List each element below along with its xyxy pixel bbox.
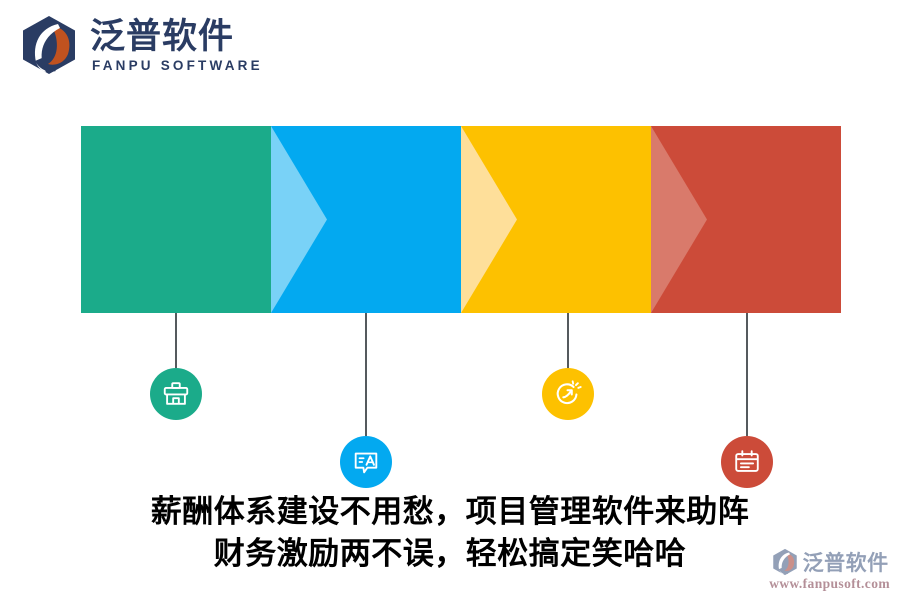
speech-bubble-translate-icon (354, 452, 378, 474)
fanpu-watermark-logo-icon (771, 548, 799, 576)
banner-chevron-2 (271, 126, 327, 313)
connector-line-4 (746, 313, 748, 436)
brand-name-en: FANPU SOFTWARE (92, 58, 263, 74)
watermark-top-row: 泛普软件 (771, 547, 889, 577)
brand-name-cn: 泛普软件 (90, 16, 235, 57)
banner-chevron-4 (651, 126, 707, 313)
clipboard-document-icon (735, 450, 759, 472)
banner-segment-2 (271, 126, 461, 313)
fanpu-hexagon-logo-icon (18, 14, 80, 76)
connector-line-2 (365, 313, 367, 436)
banner-segment-4 (651, 126, 841, 313)
watermark: 泛普软件 www.fanpusoft.com (769, 547, 890, 592)
connector-line-3 (567, 313, 569, 368)
growth-arrow-circle-icon (556, 380, 582, 405)
banner-segment-1 (81, 126, 271, 313)
icon-badge-growth[interactable] (542, 368, 594, 420)
headline-line-1: 薪酬体系建设不用愁，项目管理软件来助阵 (150, 494, 750, 530)
toolbox-icon (163, 382, 189, 405)
headline: 薪酬体系建设不用愁，项目管理软件来助阵 财务激励两不误，轻松搞定笑哈哈 (0, 492, 900, 576)
icon-badge-toolbox[interactable] (150, 368, 202, 420)
banner-chevron-bar (81, 126, 841, 313)
brand-text-block: 泛普软件 FANPU SOFTWARE (90, 16, 263, 74)
watermark-url: www.fanpusoft.com (769, 576, 890, 591)
icon-badge-translate[interactable] (340, 436, 392, 488)
headline-line-2: 财务激励两不误，轻松搞定笑哈哈 (213, 535, 687, 572)
banner-chevron-3 (461, 126, 517, 313)
watermark-name-cn: 泛普软件 (802, 551, 889, 575)
connector-line-1 (175, 313, 177, 368)
icon-badge-clipboard[interactable] (721, 436, 773, 488)
banner-segment-3 (461, 126, 651, 313)
brand-logo: 泛普软件 FANPU SOFTWARE (18, 14, 263, 76)
